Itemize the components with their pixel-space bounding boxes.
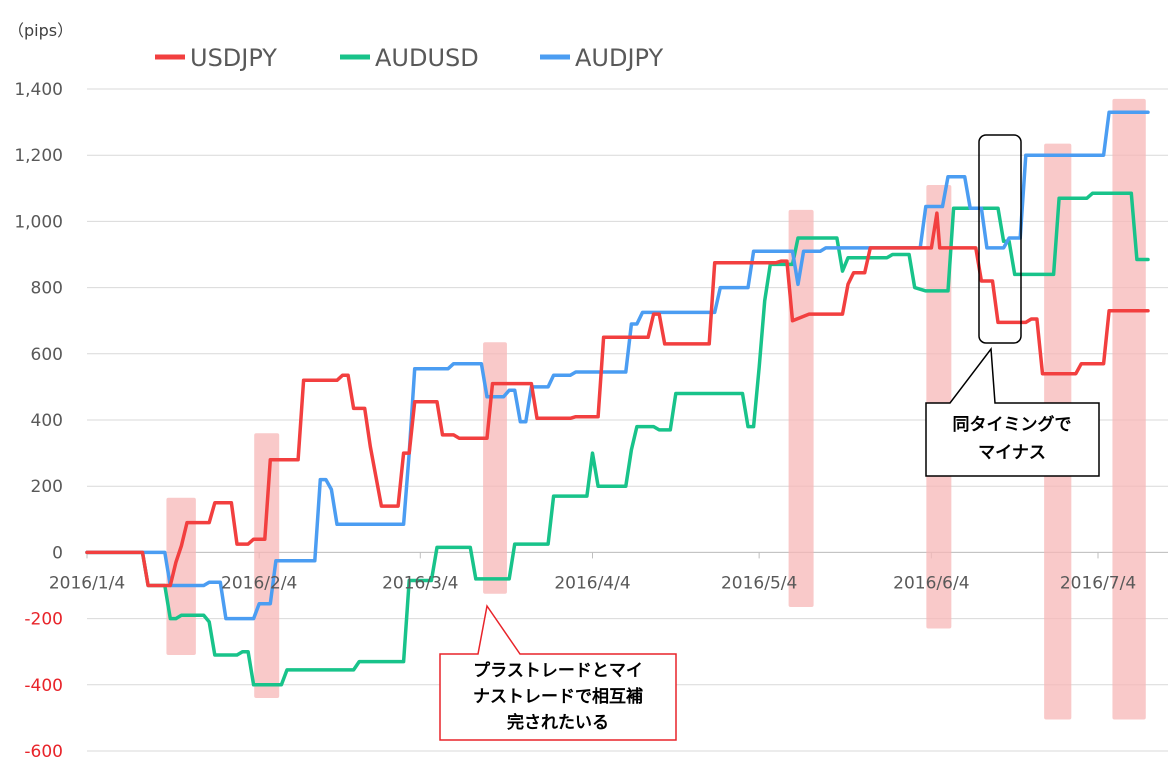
x-axis-ticks: 2016/1/4 2016/2/4 2016/3/4 2016/4/4 2016/5/4… <box>49 573 1136 593</box>
x-tick-label-6: 2016/7/4 <box>1060 573 1136 593</box>
callout-mutual-compensation: プラストレードとマイ ナストレードで相互補 完された​いる <box>439 604 677 741</box>
x-tick-label-0: 2016/1/4 <box>49 573 125 593</box>
y-tick-label-2: -200 <box>24 610 63 630</box>
y-axis-ticks: -600 -400 -200 0 200 400 600 800 1,000 1,200 1,400 <box>14 80 63 762</box>
y-tick-label-5: 400 <box>31 411 63 431</box>
y-unit-label: （pips） <box>8 21 73 40</box>
x-tick-label-4: 2016/5/4 <box>721 573 797 593</box>
highlight-band-2 <box>483 342 507 594</box>
y-tick-label-9: 1,200 <box>14 146 63 166</box>
callout-1-line-2: ナストレードで相互補 <box>473 686 643 707</box>
x-tick-label-5: 2016/6/4 <box>893 573 969 593</box>
legend: USDJPY AUDUSD AUDJPY <box>155 44 663 72</box>
y-tick-label-3: 0 <box>52 543 63 563</box>
y-tick-label-0: -600 <box>24 742 63 762</box>
y-tick-label-8: 1,000 <box>14 212 63 232</box>
x-tick-label-2: 2016/3/4 <box>382 573 458 593</box>
callout-2-line-1: 同タイミングで <box>953 414 1072 435</box>
callout-1-line-3: 完された​いる <box>507 712 609 733</box>
legend-label-audjpy: AUDJPY <box>575 44 663 72</box>
y-tick-label-4: 200 <box>31 477 63 497</box>
x-tick-label-3: 2016/4/4 <box>554 573 630 593</box>
x-tick-label-1: 2016/2/4 <box>221 573 297 593</box>
callout-1-line-1: プラストレードとマイ <box>473 660 643 681</box>
y-tick-label-7: 800 <box>31 279 63 299</box>
highlight-band-3 <box>788 209 814 608</box>
callout-simultaneous-minus: 同タイミングで マイナス <box>925 134 1100 477</box>
y-tick-label-10: 1,400 <box>14 80 63 100</box>
legend-label-audusd: AUDUSD <box>375 44 479 72</box>
legend-label-usdjpy: USDJPY <box>190 44 277 72</box>
series-line-audusd <box>85 191 1150 687</box>
simultaneous-bracket <box>978 134 1022 344</box>
series-line-usdjpy <box>85 211 1150 588</box>
callout-2-line-2: マイナス <box>978 443 1046 463</box>
series-line-audjpy <box>85 110 1150 621</box>
y-tick-label-6: 600 <box>31 345 63 365</box>
series-lines <box>85 110 1150 687</box>
highlight-band-1 <box>254 433 280 699</box>
y-tick-label-1: -400 <box>24 676 63 696</box>
